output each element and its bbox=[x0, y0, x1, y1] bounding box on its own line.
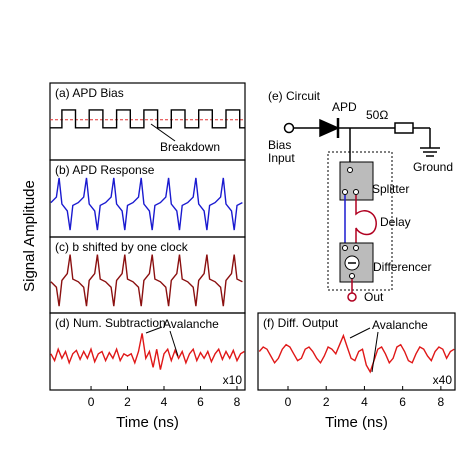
annotation-arrow bbox=[349, 327, 371, 339]
x-tick-label: 6 bbox=[197, 395, 204, 409]
annotation: Avalanche bbox=[163, 317, 219, 331]
port bbox=[349, 273, 355, 279]
scale-label: x40 bbox=[433, 373, 453, 387]
bias-label: Bias bbox=[268, 138, 291, 152]
annotation-arrow bbox=[150, 123, 176, 142]
port bbox=[347, 167, 353, 173]
bias-terminal bbox=[283, 122, 295, 134]
x-tick-label: 8 bbox=[438, 395, 445, 409]
x-tick-label: 8 bbox=[234, 395, 241, 409]
out-label: Out bbox=[364, 290, 384, 304]
delay-line bbox=[355, 195, 377, 246]
ground-label: Ground bbox=[413, 160, 453, 174]
panel-label: (a) APD Bias bbox=[55, 86, 124, 100]
annotation-arrow bbox=[169, 330, 179, 357]
port bbox=[353, 245, 359, 251]
x-tick-label: 0 bbox=[285, 395, 292, 409]
delay-label: Delay bbox=[380, 215, 411, 229]
trace bbox=[50, 333, 245, 370]
annotation-arrow bbox=[371, 331, 379, 373]
trace bbox=[258, 333, 455, 374]
diode bbox=[319, 118, 340, 138]
trace bbox=[50, 109, 245, 129]
annotation-arrow bbox=[145, 326, 163, 334]
x-tick-label: 4 bbox=[161, 395, 168, 409]
x-tick-label: 6 bbox=[399, 395, 406, 409]
apd-label: APD bbox=[332, 100, 357, 114]
resistor bbox=[394, 122, 414, 134]
dotted-box bbox=[327, 151, 393, 291]
circuit bbox=[283, 118, 440, 302]
x-tick-label: 2 bbox=[124, 395, 131, 409]
annotation: Breakdown bbox=[160, 140, 220, 154]
resistor-label: 50Ω bbox=[366, 108, 388, 122]
port bbox=[342, 245, 348, 251]
panel-label: (d) Num. Subtraction bbox=[55, 316, 166, 330]
y-axis-label: Signal Amplitude bbox=[21, 180, 38, 292]
panel-frame bbox=[257, 312, 456, 391]
annotation: Avalanche bbox=[372, 318, 428, 332]
panel-frame bbox=[49, 312, 246, 391]
panel-label: (f) Diff. Output bbox=[263, 316, 339, 330]
x-tick-label: 2 bbox=[323, 395, 330, 409]
x-axis-label: Time (ns) bbox=[325, 414, 388, 431]
scale-label: x10 bbox=[223, 373, 243, 387]
splitter-label: Splitter bbox=[372, 182, 409, 196]
trace bbox=[50, 177, 243, 231]
out-terminal bbox=[347, 292, 357, 302]
port bbox=[342, 189, 348, 195]
x-tick-label: 4 bbox=[361, 395, 368, 409]
x-tick-label: 0 bbox=[88, 395, 95, 409]
port bbox=[353, 189, 359, 195]
panel-label: (c) b shifted by one clock bbox=[55, 240, 189, 254]
bias-label: Input bbox=[268, 151, 295, 165]
trace bbox=[50, 254, 243, 307]
panel-label: (b) APD Response bbox=[55, 163, 155, 177]
diagram-title: (e) Circuit bbox=[268, 89, 321, 103]
x-axis-label: Time (ns) bbox=[116, 414, 179, 431]
differencer-label: Differencer bbox=[373, 260, 431, 274]
